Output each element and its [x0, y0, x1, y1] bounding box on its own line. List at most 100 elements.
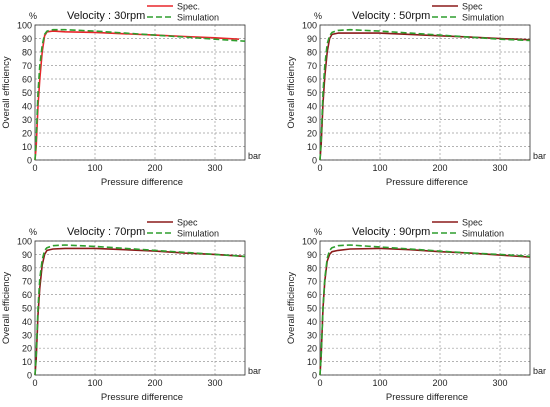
legend-label-spec: Spec: [462, 218, 483, 228]
plot-frame: [34, 24, 246, 161]
legend-label-spec: Spec: [462, 2, 483, 12]
chart-title: Velocity : 50rpm: [352, 10, 430, 22]
y-axis-label: Overall efficiency: [286, 56, 297, 128]
chart-panel-1: 0 10 20 30 40 50 60 70 80 90 100 0 100 200 300% bar Velo…: [1, 2, 261, 189]
y-unit-label: %: [29, 227, 37, 237]
x-tick-label: 200: [147, 163, 162, 173]
x-tick-label: 200: [432, 163, 447, 173]
chart-panel-4: 0 10 20 30 40 50 60 70 80 90 100 0 100 200 300% bar Velo…: [286, 218, 546, 404]
y-tick-label: 40: [307, 317, 317, 327]
y-tick-label: 50: [22, 304, 32, 314]
x-tick-label: 300: [492, 163, 507, 173]
x-tick-label: 100: [87, 378, 102, 388]
x-axis-label: Pressure difference: [101, 177, 183, 188]
x-tick-label: 100: [87, 163, 102, 173]
y-unit-label: %: [314, 11, 322, 21]
series-line-simulation: [34, 244, 246, 376]
plot-frame: [34, 240, 246, 376]
y-axis-label: Overall efficiency: [1, 272, 12, 344]
series-line-simulation: [319, 244, 531, 376]
y-tick-label: 30: [22, 330, 32, 340]
legend-label-simulation: Simulation: [177, 13, 219, 23]
y-tick-label: 80: [307, 263, 317, 273]
y-tick-label: 40: [307, 102, 317, 112]
x-tick-label: 0: [317, 163, 322, 173]
x-unit-label: bar: [533, 366, 546, 376]
y-tick-label: 70: [307, 277, 317, 287]
legend-label-simulation: Simulation: [177, 229, 219, 239]
y-tick-label: 30: [307, 115, 317, 125]
y-tick-label: 10: [307, 357, 317, 367]
x-unit-label: bar: [248, 151, 261, 161]
y-tick-label: 70: [22, 61, 32, 71]
y-tick-label: 70: [307, 61, 317, 71]
x-tick-label: 0: [317, 378, 322, 388]
y-tick-label: 30: [22, 115, 32, 125]
y-unit-label: %: [29, 11, 37, 21]
y-axis-label: Overall efficiency: [1, 56, 12, 128]
x-axis-label: Pressure difference: [386, 177, 468, 188]
legend-label-simulation: Simulation: [462, 13, 504, 23]
y-tick-label: 50: [307, 304, 317, 314]
y-axis-label: Overall efficiency: [286, 272, 297, 344]
y-unit-label: %: [314, 227, 322, 237]
y-tick-label: 60: [22, 75, 32, 85]
y-tick-label: 100: [17, 237, 32, 247]
y-tick-label: 0: [27, 156, 32, 166]
x-tick-label: 300: [207, 163, 222, 173]
x-unit-label: bar: [533, 151, 546, 161]
plot-frame: [319, 240, 531, 376]
y-tick-label: 80: [307, 48, 317, 58]
series-line-simulation: [319, 28, 531, 161]
x-tick-label: 200: [432, 378, 447, 388]
y-tick-label: 100: [302, 237, 317, 247]
x-tick-label: 300: [207, 378, 222, 388]
series-line-simulation: [34, 28, 246, 161]
chart-panel-2: 0 10 20 30 40 50 60 70 80 90 100 0 100 200 300% bar Velo…: [286, 2, 546, 189]
y-tick-label: 20: [22, 129, 32, 139]
chart-title: Velocity : 30rpm: [67, 10, 145, 22]
legend-label-spec: Spec: [177, 218, 198, 228]
y-tick-label: 20: [22, 344, 32, 354]
y-tick-label: 60: [22, 290, 32, 300]
x-unit-label: bar: [248, 366, 261, 376]
legend-label-spec: Spec.: [177, 2, 200, 12]
x-tick-label: 0: [32, 378, 37, 388]
x-axis-label: Pressure difference: [386, 392, 468, 403]
y-tick-label: 0: [312, 371, 317, 381]
chart-title: Velocity : 90rpm: [352, 226, 430, 238]
chart-title: Velocity : 70rpm: [67, 226, 145, 238]
y-tick-label: 80: [22, 48, 32, 58]
y-tick-label: 90: [307, 34, 317, 44]
y-tick-label: 40: [22, 102, 32, 112]
y-tick-label: 30: [307, 330, 317, 340]
legend-label-simulation: Simulation: [462, 229, 504, 239]
y-tick-label: 50: [22, 88, 32, 98]
x-tick-label: 0: [32, 163, 37, 173]
y-tick-label: 60: [307, 290, 317, 300]
plot-frame: [319, 24, 531, 161]
x-tick-label: 100: [372, 163, 387, 173]
y-tick-label: 50: [307, 88, 317, 98]
y-tick-label: 20: [307, 344, 317, 354]
y-tick-label: 40: [22, 317, 32, 327]
y-tick-label: 0: [27, 371, 32, 381]
chart-panel-3: 0 10 20 30 40 50 60 70 80 90 100 0 100 200 300% bar Velo…: [1, 218, 261, 404]
y-tick-label: 90: [307, 250, 317, 260]
y-tick-label: 80: [22, 263, 32, 273]
y-tick-label: 10: [22, 142, 32, 152]
y-tick-label: 10: [22, 357, 32, 367]
y-tick-label: 10: [307, 142, 317, 152]
y-tick-label: 70: [22, 277, 32, 287]
y-tick-label: 90: [22, 34, 32, 44]
y-tick-label: 100: [302, 21, 317, 31]
y-tick-label: 20: [307, 129, 317, 139]
x-tick-label: 100: [372, 378, 387, 388]
x-tick-label: 200: [147, 378, 162, 388]
y-tick-label: 60: [307, 75, 317, 85]
x-axis-label: Pressure difference: [101, 392, 183, 403]
x-tick-label: 300: [492, 378, 507, 388]
y-tick-label: 90: [22, 250, 32, 260]
y-tick-label: 0: [312, 156, 317, 166]
